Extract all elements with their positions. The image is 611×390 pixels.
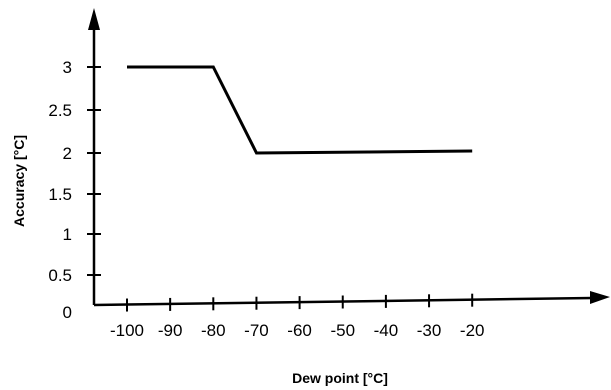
y-tick-label: 0.5	[48, 266, 72, 285]
x-tick-label: -30	[417, 321, 442, 340]
x-tick-label: -20	[460, 321, 485, 340]
x-tick-label: -100	[110, 321, 144, 340]
x-axis-arrow	[590, 291, 610, 304]
y-axis-arrow	[88, 8, 100, 30]
y-axis-ticks: 0 0.5 1 1.5 2 2.5 3	[48, 58, 101, 322]
y-tick-label: 3	[63, 58, 72, 77]
x-tick-label: -90	[158, 321, 183, 340]
y-axis-title: Accuracy [°C]	[11, 135, 27, 227]
x-tick-label: -40	[374, 321, 399, 340]
y-tick-label: 2.5	[48, 101, 72, 120]
x-axis-title: Dew point [°C]	[292, 370, 388, 386]
x-tick-label: -60	[287, 321, 312, 340]
x-tick-label: -50	[330, 321, 355, 340]
y-tick-label: 1	[63, 225, 72, 244]
series-layer	[127, 65, 473, 155]
y-tick-label: 1.5	[48, 185, 72, 204]
x-tick-label: -70	[244, 321, 269, 340]
y-tick-label: 2	[63, 144, 72, 163]
y-tick-label: 0	[63, 303, 72, 322]
accuracy-line	[127, 65, 473, 155]
x-axis-ticks: -100 -90 -80 -70 -60 -50 -40 -30 -20	[110, 293, 485, 340]
x-tick-label: -80	[201, 321, 226, 340]
